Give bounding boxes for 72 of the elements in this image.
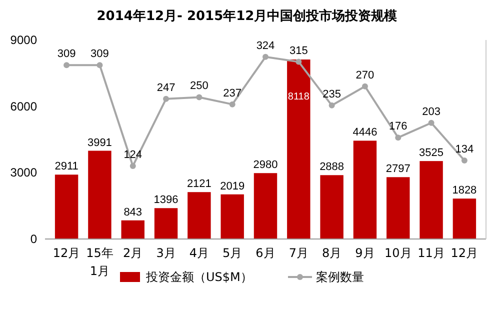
bar: [254, 173, 278, 239]
x-tick-label: 15年 1月: [86, 246, 114, 278]
data-label: 134: [455, 143, 474, 156]
data-label: 176: [388, 120, 408, 133]
data-label: 324: [256, 40, 275, 52]
data-label: 203: [422, 106, 440, 118]
data-label: 2019: [220, 180, 245, 192]
point: [262, 54, 268, 60]
bar: [353, 140, 377, 239]
bar: [420, 161, 443, 239]
data-label: 2888: [320, 161, 344, 174]
point: [461, 157, 468, 164]
data-label: 2797: [386, 163, 410, 176]
data-label: 237: [223, 87, 242, 100]
point: [395, 134, 402, 141]
data-label: 247: [156, 82, 176, 94]
bar: [287, 60, 310, 239]
data-label: 309: [57, 48, 76, 60]
data-label: 4446: [352, 126, 378, 139]
point: [328, 102, 335, 108]
point: [130, 162, 136, 169]
point: [64, 62, 70, 68]
x-tick-label: 10月: [384, 246, 412, 260]
data-label: 3991: [87, 136, 112, 149]
y-tick-label: 9000: [10, 33, 38, 47]
y-tick-label: 6000: [10, 99, 38, 114]
data-label: 8118: [288, 92, 310, 102]
point: [163, 96, 170, 102]
x-tick-label: 6月: [256, 246, 276, 260]
x-tick-label: 3月: [156, 246, 176, 260]
point: [362, 83, 368, 90]
chart-title: 2014年12月- 2015年12月中国创投市场投资规模: [96, 8, 398, 24]
data-label: 1828: [452, 184, 477, 197]
legend-label: 案例数量: [316, 270, 364, 284]
x-tick-label: 9月: [355, 246, 375, 260]
x-tick-label: 11月: [418, 246, 445, 260]
data-label: 2121: [186, 178, 212, 190]
x-tick-label: 12月: [450, 246, 478, 260]
data-label: 3525: [419, 147, 444, 160]
legend-label: 投资金额（US$M）: [145, 270, 252, 284]
data-label: 250: [190, 80, 208, 92]
point: [229, 101, 236, 108]
bar: [54, 174, 78, 239]
x-tick-label: 2月: [123, 246, 143, 260]
data-label: 309: [90, 48, 109, 60]
data-label: 2980: [253, 159, 278, 172]
point: [96, 62, 103, 68]
point: [296, 58, 302, 65]
y-tick-label: 0: [30, 232, 38, 246]
data-label: 1396: [154, 194, 178, 206]
y-tick-label: 3000: [10, 166, 38, 180]
bar: [88, 150, 112, 239]
data-label: 235: [322, 88, 341, 100]
bar: [154, 208, 178, 239]
x-tick-label: 7月: [288, 246, 308, 260]
data-label: 124: [124, 148, 142, 161]
bar: [188, 192, 211, 239]
x-tick-label: 12月: [52, 246, 80, 260]
data-label: 2911: [54, 160, 78, 173]
point: [428, 120, 434, 126]
data-label: 315: [289, 44, 308, 57]
x-tick-label: 8月: [322, 246, 342, 260]
bar: [386, 177, 410, 239]
point: [196, 94, 202, 100]
bar: [452, 198, 476, 239]
data-label: 843: [124, 206, 142, 218]
bar: [320, 175, 344, 239]
bar: [220, 194, 244, 239]
x-tick-label: 5月: [222, 246, 242, 260]
bar: [121, 220, 144, 239]
data-label: 270: [356, 69, 374, 82]
x-tick-label: 4月: [189, 246, 210, 260]
